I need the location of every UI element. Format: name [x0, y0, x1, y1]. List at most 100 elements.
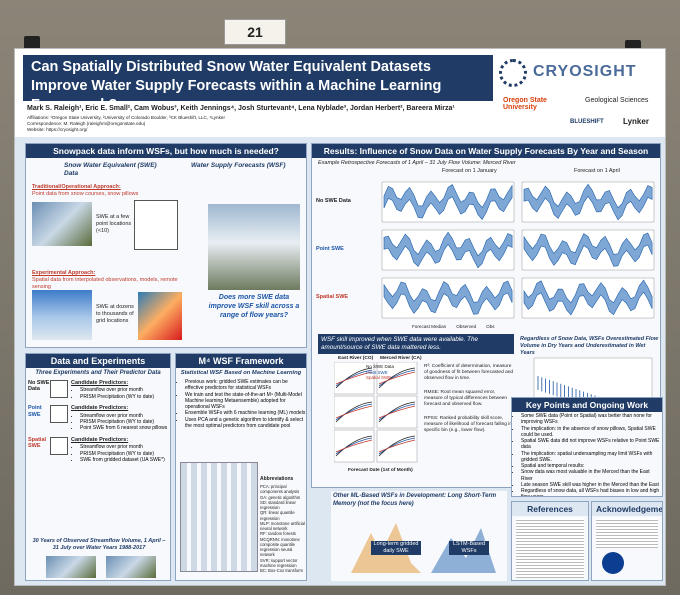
other-ml-title: Other ML-Based WSFs in Development: Long… [333, 493, 497, 507]
ribbon [383, 280, 513, 315]
ribbon [383, 231, 513, 269]
panel-title: Results: Influence of Snow Data on Water… [312, 144, 660, 158]
metric-list: R²: Coefficient of determination, measur… [424, 364, 514, 442]
photo-river [208, 204, 300, 290]
results-panel: Results: Influence of Snow Data on Water… [311, 143, 661, 488]
skill-curve [335, 403, 373, 421]
heading: Candidate Predictors: [71, 436, 129, 443]
bullet: Spatial SWE data did not improve WSFs re… [521, 438, 662, 451]
text: Spatial data from interpolated observati… [32, 277, 178, 290]
skill-curve [335, 405, 373, 419]
poster: Can Spatially Distributed Snow Water Equ… [14, 48, 666, 586]
plot-frame [376, 429, 418, 463]
bullet: We train and test the state-of-the-art M… [185, 392, 306, 411]
panel-label: Forecast on 1 January [442, 168, 497, 174]
photo [106, 556, 156, 578]
list: Streamflow over prior monthPRISM Precipi… [80, 413, 167, 432]
abbrev: SVR: support vector machine regression [260, 557, 298, 568]
predictor: Streamflow over prior month [80, 444, 165, 450]
basin: Merced River (CA) [380, 356, 422, 361]
affiliations: Affiliations: ¹Oregon State University, … [27, 115, 225, 120]
label: Snow Water Equivalent (SWE) Data [64, 162, 157, 178]
logo: BLUESHIFT [570, 119, 604, 125]
icon [50, 436, 68, 455]
skill-curve [378, 405, 416, 419]
abbrev: PCA: principal components analysis [260, 484, 300, 495]
panel-title: M⁴ WSF Framework [176, 354, 306, 368]
predictors: Candidate Predictors:Streamflow over pri… [71, 380, 154, 401]
references-panel: References [511, 501, 589, 581]
skill-box: WSF skill improved when SWE data were av… [318, 334, 514, 484]
abbrev-list: PCA: principal components analysis GA: ge… [260, 484, 306, 573]
title: Can Spatially Distributed Snow Water Equ… [23, 55, 493, 113]
legend-entry: Obs [486, 324, 495, 329]
row-label: No SWE Data [316, 198, 352, 204]
experiment: No SWE Data Candidate Predictors:Streamfl… [28, 379, 168, 401]
abbrev: RF: random forests [260, 531, 296, 537]
skill-curve [378, 437, 416, 455]
experiment: Spatial SWE Candidate Predictors:Streamfl… [28, 436, 168, 465]
panel-title: Acknowledgements [592, 502, 662, 516]
icon [50, 379, 68, 398]
logo: Geological Sciences [585, 97, 649, 104]
abbrev: SD: standard linear regression [260, 499, 296, 510]
framework-diagram [180, 462, 258, 572]
callout: Does more SWE data improve WSF skill acr… [208, 294, 300, 319]
abbrev: QR: linear quantile regression [260, 510, 295, 521]
basin-sketch [134, 200, 178, 250]
plot-frame [334, 395, 375, 429]
correspondence: Correspondence: M. Raleigh (raleighm@ore… [27, 121, 146, 126]
icon [50, 404, 68, 423]
panel-title: Snowpack data inform WSFs, but how much … [26, 144, 306, 158]
skill-curve [335, 371, 373, 385]
plot-frame [334, 429, 375, 463]
legend-entry: Forecast Median [412, 324, 447, 329]
skill-curve [378, 401, 416, 423]
label: Water Supply Forecasts (WSF) [191, 162, 286, 169]
panel-title: Data and Experiments [26, 354, 170, 368]
legend-entry: Point SWE [366, 369, 388, 375]
panel-title: References [512, 502, 588, 516]
abbrev: MLP: monotone artificial neural network [260, 520, 305, 531]
metric: RPSS: Ranked probability skill score, me… [424, 415, 512, 433]
photo [46, 556, 96, 578]
swe-map [138, 292, 182, 340]
skill-curve [378, 367, 416, 389]
metric: RMSE: Root mean squared error, measure o… [424, 389, 508, 407]
snowpack-panel: Snowpack data inform WSFs, but how much … [25, 143, 307, 348]
acknowledgements-panel: Acknowledgements [591, 501, 663, 581]
label: LSTM-Based WSFs [449, 541, 489, 555]
bullet: Ensemble WSFs with 6 machine learning (M… [185, 410, 306, 416]
framework-panel: M⁴ WSF Framework Statistical WSF Based o… [175, 353, 307, 581]
label: Experimental Approach: [32, 270, 96, 276]
legend-entry: No SWE Data [366, 364, 395, 369]
predictors: Candidate Predictors:Streamflow over pri… [71, 437, 165, 465]
basin: East River (CO) [338, 356, 374, 361]
abbrev: GA: genetic algorithm [260, 494, 301, 500]
skill-curve [335, 437, 373, 455]
bullet: Regardless of snow data, all WSFs had bi… [521, 488, 662, 496]
experiment-name: No SWE Data [28, 379, 50, 393]
x-label: Forecast Date (1st of Month) [348, 468, 413, 473]
abbrev: MCQRNN: monotone composite quantile regr… [260, 536, 300, 558]
list: Streamflow over prior monthPRISM Precipi… [80, 387, 154, 400]
bullet-list: Some SWE data (Point or Spatial) was bet… [521, 413, 662, 496]
metric: R²: Coefficient of determination, measur… [424, 364, 514, 381]
note: SWE at a few point locations (<10) [96, 214, 132, 234]
logo: Oregon State University [503, 97, 547, 111]
skill-curve [335, 401, 373, 423]
legend: No SWE Data Point SWE Spatial SWE [366, 364, 394, 381]
subtitle: Three Experiments and Their Predictor Da… [35, 370, 161, 376]
label: Traditional/Operational Approach: [32, 184, 121, 190]
skill-curve [335, 435, 373, 457]
plot-frame [376, 362, 418, 395]
skill-curve [335, 367, 373, 389]
logo: CRYOSIGHT [533, 63, 637, 80]
skill-curve [378, 403, 416, 421]
subtitle: Statistical WSF Based on Machine Learnin… [180, 370, 302, 376]
bullet: Snow data was most valuable in the Merce… [521, 469, 662, 482]
panel-title: Key Points and Ongoing Work [512, 398, 662, 412]
experiments-panel: Data and Experiments Three Experiments a… [25, 353, 171, 581]
header: Can Spatially Distributed Snow Water Equ… [15, 49, 665, 137]
ribbon [523, 279, 653, 316]
